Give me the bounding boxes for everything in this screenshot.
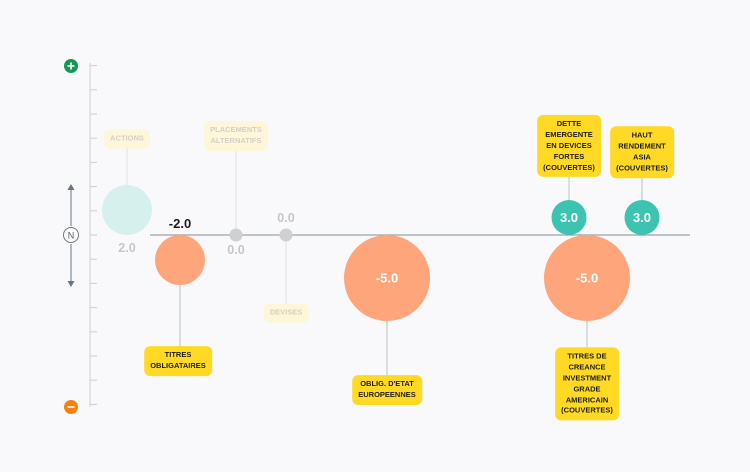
value-label: 2.0 [118, 241, 135, 255]
bubble-3 [279, 228, 293, 242]
category-label: OBLIG. D'ETAT EUROPEENNES [352, 375, 422, 405]
category-label: HAUT RENDEMENT ASIA (COUVERTES) [610, 126, 674, 178]
bubble-7 [624, 200, 660, 235]
bubble-0 [102, 185, 152, 235]
bubble-4 [344, 235, 430, 321]
value-label: 3.0 [633, 210, 651, 225]
category-label: DETTE EMERGENTE EN DEVICES FORTES (COUVE… [537, 114, 601, 178]
value-label: 0.0 [277, 211, 294, 225]
value-label: 0.0 [227, 243, 244, 257]
category-label: TITRES DE CREANCE INVESTMENT GRADE AMERI… [555, 347, 619, 421]
bubble-6 [544, 235, 630, 321]
category-label: ACTIONS [104, 129, 150, 149]
value-label: -5.0 [576, 271, 598, 286]
bubble-2 [229, 228, 243, 242]
arrow-up-icon [67, 184, 75, 190]
bubble-1 [155, 235, 205, 285]
neutral-marker [63, 227, 79, 243]
value-label: -5.0 [376, 271, 398, 286]
category-label: TITRES OBLIGATAIRES [144, 346, 212, 376]
bubble-5 [551, 200, 587, 235]
plus-icon-glyph [67, 62, 75, 70]
arrow-down-icon [67, 281, 75, 287]
category-label: PLACEMENTS ALTERNATIFS [204, 121, 268, 151]
value-label: -2.0 [169, 216, 191, 231]
category-label: DEVISES [263, 303, 309, 323]
value-label: 3.0 [560, 210, 578, 225]
neutral-label: N [68, 231, 75, 241]
